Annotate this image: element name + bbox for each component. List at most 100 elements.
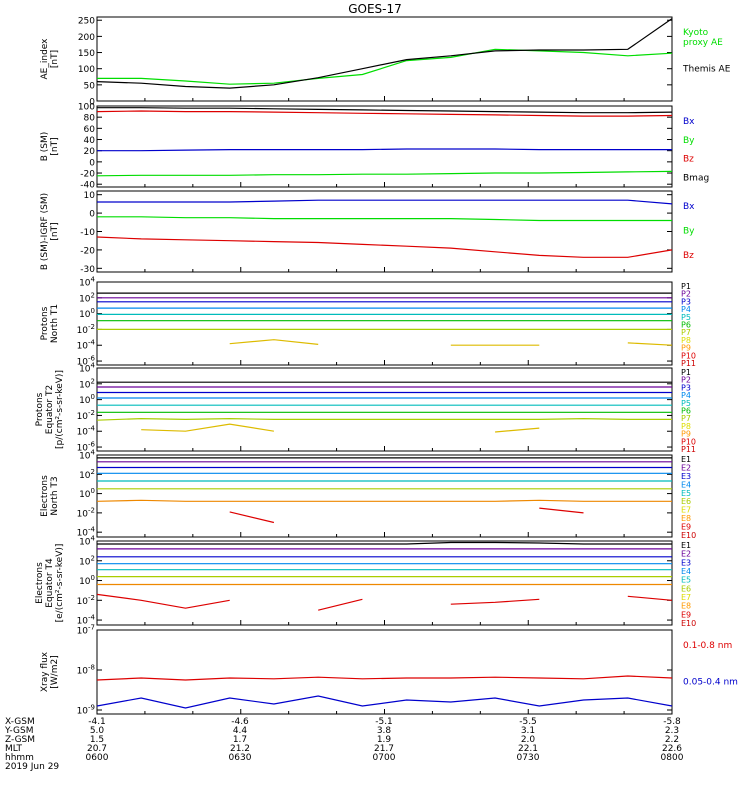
y-tick-label: 102 — [79, 554, 95, 567]
panel-5 — [96, 454, 673, 538]
legend-label: E1 — [681, 541, 691, 550]
legend-label: P9 — [681, 430, 691, 439]
y-axis-label: Equator T4 — [45, 558, 55, 608]
legend-label: P10 — [681, 437, 696, 446]
legend-label: P2 — [681, 376, 691, 385]
series-line-0-05-0-4-nm — [96, 695, 673, 709]
y-tick-label: 0 — [89, 158, 95, 168]
legend-label: E10 — [681, 531, 696, 540]
footer-row-label: hhmm — [5, 753, 34, 763]
panel-frame — [96, 367, 673, 452]
footer-row-label: Z-GSM — [5, 735, 35, 745]
legend-label: E3 — [681, 472, 691, 481]
legend-label: E4 — [681, 567, 691, 576]
y-tick-label: 10 — [84, 191, 96, 201]
y-tick-label: 40 — [84, 136, 96, 146]
y-axis-label: Protons — [35, 392, 45, 426]
legend-label: E6 — [681, 584, 691, 593]
footer-value: 2.2 — [665, 735, 679, 745]
legend-label: P6 — [681, 407, 691, 416]
legend-label: P7 — [681, 328, 691, 337]
legend-label: E6 — [681, 497, 691, 506]
legend-label: Bmag — [683, 174, 709, 184]
footer-row-label: MLT — [5, 744, 23, 754]
y-axis-label: North T3 — [50, 476, 60, 515]
y-axis-label: Equator T2 — [45, 385, 55, 434]
y-axis-label: Electrons — [35, 562, 45, 604]
footer-date: 2019 Jun 29 — [5, 762, 59, 772]
legend-label: E3 — [681, 558, 691, 567]
y-axis-label: B (SM)-IGRF (SM) — [40, 193, 50, 270]
legend-label: P3 — [681, 297, 691, 306]
footer-value: 2.3 — [665, 726, 679, 736]
legend-label: E1 — [681, 455, 691, 464]
y-tick-label: -20 — [80, 246, 95, 256]
y-tick-label: 10-2 — [77, 506, 95, 519]
legend-label: E7 — [681, 506, 691, 515]
legend-label: 0.05-0.4 nm — [683, 678, 738, 688]
legend-label: P9 — [681, 344, 691, 353]
legend-label: E8 — [681, 514, 691, 523]
legend-label: Themis AE — [682, 65, 731, 75]
legend-label: By — [683, 136, 695, 146]
legend-label: P5 — [681, 313, 691, 322]
footer-value: 0730 — [517, 753, 540, 763]
y-tick-label: 60 — [84, 125, 96, 135]
y-axis-label: [nT] — [50, 137, 60, 155]
footer-value: 3.1 — [521, 726, 535, 736]
y-tick-label: 10-2 — [77, 323, 95, 336]
panel-frame — [96, 16, 673, 102]
footer-value: 0700 — [373, 753, 396, 763]
legend-label: E10 — [681, 619, 696, 628]
series-line-themis-ae — [96, 18, 673, 89]
y-tick-label: 100 — [78, 65, 95, 75]
legend-label: P3 — [681, 383, 691, 392]
series-line-e1 — [97, 541, 672, 545]
y-tick-label: 150 — [78, 49, 95, 59]
panel-frame — [96, 629, 673, 715]
series-line-0-1-0-8-nm — [96, 675, 673, 681]
legend-label: P7 — [681, 414, 691, 423]
y-tick-label: 10-4 — [77, 339, 96, 352]
footer-value: 22.6 — [662, 744, 682, 754]
series-line-by — [96, 170, 673, 177]
y-tick-label: 50 — [84, 81, 96, 91]
footer-value: 21.2 — [230, 744, 250, 754]
y-axis-label: B (SM) — [40, 132, 50, 162]
y-tick-label: 10-6 — [77, 441, 96, 454]
y-axis-label: [W/m2] — [50, 655, 60, 688]
y-tick-label: 102 — [79, 468, 95, 481]
y-tick-label: 102 — [79, 291, 95, 304]
y-axis-label: North T1 — [50, 304, 60, 343]
y-tick-label: 10-2 — [77, 594, 95, 607]
y-tick-label: 104 — [79, 276, 95, 289]
footer-value: 0600 — [86, 753, 109, 763]
series-line-p8 — [229, 339, 673, 346]
legend-label: P10 — [681, 351, 696, 360]
footer-row-label: Y-GSM — [4, 726, 33, 736]
legend-label: P8 — [681, 422, 691, 431]
y-tick-label: 100 — [79, 574, 95, 587]
y-tick-label: 20 — [84, 147, 96, 157]
footer-value: 1.9 — [377, 735, 392, 745]
panel-frame — [96, 281, 673, 366]
series-line-bz — [96, 236, 673, 258]
y-axis-label: Electrons — [40, 475, 50, 517]
series-line-by — [97, 216, 672, 222]
legend-label: E8 — [681, 602, 691, 611]
legend-label: E9 — [681, 610, 691, 619]
panel-frame — [96, 190, 673, 273]
legend-label: E5 — [681, 576, 691, 585]
series-line-e8 — [96, 593, 673, 611]
legend-label: E9 — [681, 523, 691, 532]
y-axis-label: [nT] — [50, 50, 60, 68]
footer-value: 1.5 — [90, 735, 104, 745]
legend-label: E2 — [681, 550, 691, 559]
y-axis-label: [p/(cm²-s-sr-keV)] — [55, 370, 65, 449]
legend-label: By — [683, 227, 695, 237]
y-axis-label: AE_index — [40, 38, 50, 80]
legend-label: P1 — [681, 282, 691, 291]
y-tick-label: 10-8 — [77, 664, 95, 677]
legend-label: P4 — [681, 305, 691, 314]
legend-label: Bx — [683, 202, 695, 212]
